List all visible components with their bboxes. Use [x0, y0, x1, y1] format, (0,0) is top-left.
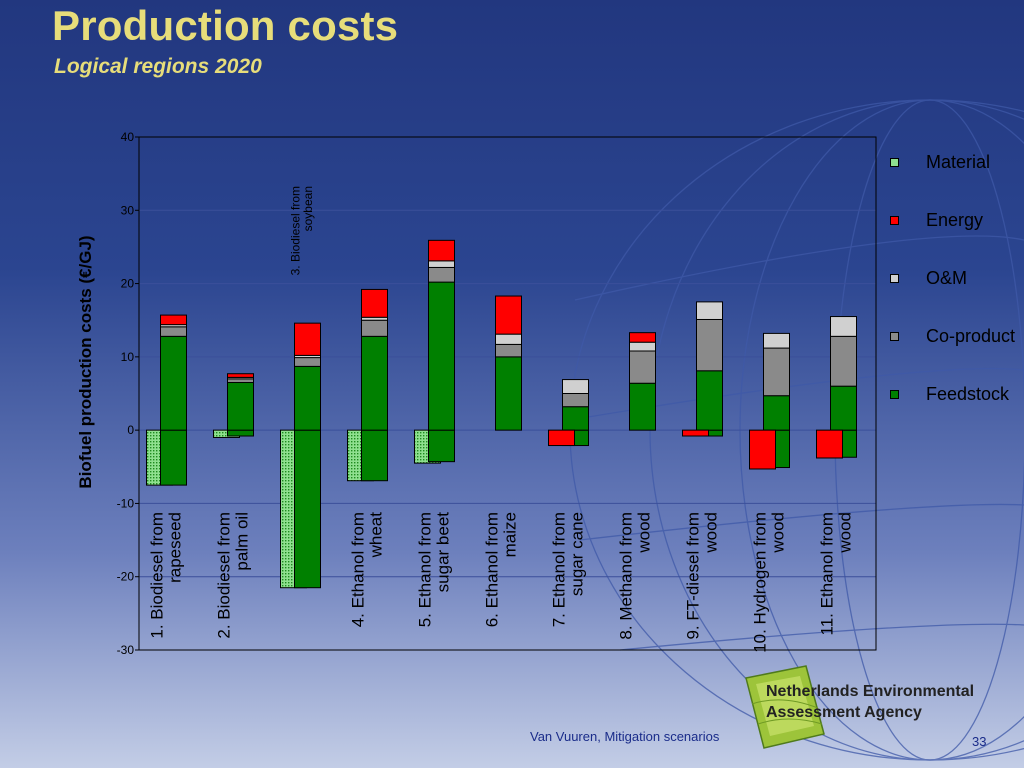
- bar-feedstock-negative: [294, 429, 321, 589]
- bar-co-product: [495, 343, 522, 358]
- agency-logo-icon: [745, 665, 825, 749]
- bar-energy: [294, 322, 321, 356]
- bar-feedstock: [562, 406, 589, 431]
- footer-text: Van Vuuren, Mitigation scenarios: [530, 729, 720, 744]
- y-tick-label: 30: [121, 203, 135, 217]
- y-tick-label: 0: [127, 423, 134, 437]
- bar-o-m: [428, 260, 455, 268]
- bar-feedstock: [294, 365, 321, 431]
- page-number: 33: [972, 734, 987, 749]
- bar-energy: [160, 314, 187, 326]
- bar-co-product: [227, 378, 254, 384]
- slide-title: Production costs: [52, 2, 399, 49]
- legend-label: Material: [926, 152, 991, 172]
- category-label: 7. Ethanol fromsugar cane: [550, 512, 587, 627]
- y-tick-label: 10: [121, 350, 135, 364]
- bar-feedstock: [227, 382, 254, 431]
- y-tick-label: -10: [117, 496, 135, 510]
- legend-swatch: [890, 332, 899, 341]
- bar-energy: [428, 239, 455, 262]
- bar-stacks: [146, 239, 857, 589]
- bar-energy: [629, 332, 656, 343]
- bar-o-m: [763, 332, 790, 349]
- bar-feedstock: [830, 385, 857, 431]
- category-label: 2. Biodiesel frompalm oil: [215, 512, 252, 639]
- bar-energy-negative: [749, 429, 776, 470]
- bar-co-product: [629, 350, 656, 384]
- bar-energy-negative: [548, 429, 575, 447]
- legend-label: Energy: [926, 210, 984, 230]
- bar-o-m: [562, 379, 589, 394]
- bar-co-product: [294, 357, 321, 367]
- bar-energy: [227, 373, 254, 378]
- legend-swatch: [890, 274, 899, 283]
- bar-co-product: [696, 318, 723, 372]
- legend-swatch: [890, 390, 899, 399]
- axes: -30 -20 -10 0 10 20 30 40: [117, 130, 877, 657]
- agency-name: Netherlands Environmental Assessment Age…: [766, 681, 974, 723]
- bar-feedstock: [763, 395, 790, 431]
- bar-co-product: [160, 326, 187, 337]
- legend-swatch: [890, 158, 899, 167]
- agency-name-line2: Assessment Agency: [766, 704, 922, 721]
- category-label: 9. FT-diesel fromwood: [684, 512, 721, 640]
- bar-co-product: [763, 347, 790, 397]
- bar-energy-negative: [682, 429, 709, 437]
- legend-swatch: [890, 216, 899, 225]
- bar-o-m: [495, 333, 522, 345]
- category-label: 8. Methanol fromwood: [617, 512, 654, 640]
- category-label: 11. Ethanol fromwood: [818, 512, 855, 635]
- y-tick-label: -20: [117, 570, 135, 584]
- bar-energy: [495, 295, 522, 335]
- bar-feedstock-negative: [361, 429, 388, 482]
- bar-feedstock-negative: [428, 429, 455, 463]
- agency-name-line1: Netherlands Environmental: [766, 683, 975, 700]
- category-label: 5. Ethanol fromsugar beet: [416, 512, 453, 628]
- category-labels: 1. Biodiesel fromrapeseed 2. Biodiesel fr…: [148, 186, 855, 653]
- bar-co-product: [562, 393, 589, 408]
- bar-o-m: [830, 316, 857, 337]
- bar-co-product: [428, 266, 455, 283]
- legend-label: Feedstock: [926, 384, 1010, 404]
- y-tick-label: -30: [117, 643, 135, 657]
- bar-feedstock-negative: [227, 429, 254, 437]
- category-label: 3. Biodiesel fromsoybean: [288, 186, 315, 275]
- bar-feedstock: [160, 335, 187, 431]
- bar-energy-negative: [816, 429, 843, 459]
- legend-label: O&M: [926, 268, 968, 288]
- bar-energy: [361, 288, 388, 318]
- bar-feedstock-negative: [160, 429, 187, 486]
- bar-o-m: [629, 341, 656, 352]
- bar-co-product: [830, 335, 857, 387]
- bar-feedstock: [696, 370, 723, 431]
- y-tick-label: 40: [121, 130, 135, 144]
- category-label: 1. Biodiesel fromrapeseed: [148, 512, 185, 639]
- y-tick-label: 20: [121, 277, 135, 291]
- bar-feedstock: [361, 335, 388, 431]
- plot-frame: [138, 136, 877, 651]
- category-label: 4. Ethanol fromwheat: [349, 512, 386, 628]
- legend-label: Co-product: [926, 326, 1016, 346]
- slide-subtitle: Logical regions 2020: [54, 55, 262, 78]
- category-label: 10. Hydrogen fromwood: [751, 512, 788, 653]
- bar-co-product: [361, 319, 388, 337]
- bar-feedstock: [428, 281, 455, 431]
- bar-feedstock: [629, 382, 656, 431]
- bar-o-m: [696, 301, 723, 320]
- category-label: 6. Ethanol frommaize: [483, 512, 520, 627]
- bar-feedstock: [495, 356, 522, 431]
